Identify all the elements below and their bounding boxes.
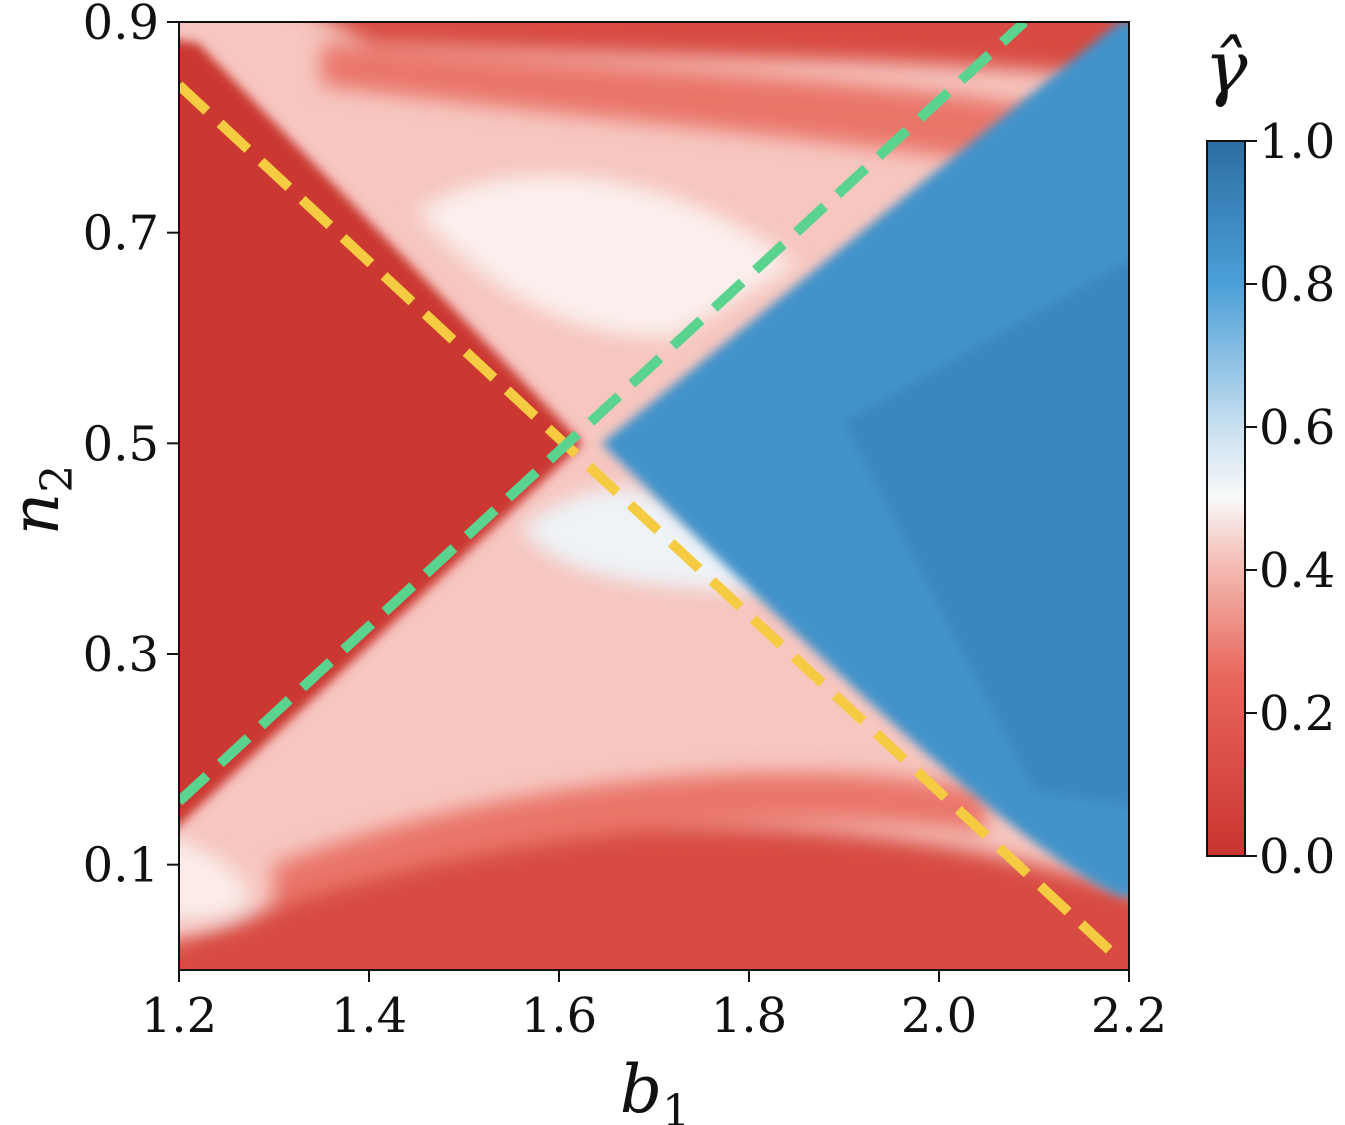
colorbar: 0.0 0.2 0.4 0.6 0.8 1.0 γ̂ — [1204, 25, 1335, 885]
colorbar-gradient — [1207, 141, 1245, 856]
mid-light-wedge — [521, 488, 787, 591]
x-tick-label: 1.2 — [141, 988, 217, 1044]
y-tick-label: 0.9 — [83, 0, 159, 51]
x-axis-label-sub: 1 — [662, 1086, 690, 1125]
x-tick-label: 2.2 — [1091, 988, 1167, 1044]
top-band-mid — [321, 43, 1034, 170]
colorbar-tick-label: 0.2 — [1259, 686, 1335, 742]
right-wedge-group — [601, 22, 1129, 897]
x-axis-label-main: b — [620, 1051, 662, 1125]
y-tick-label: 0.1 — [83, 838, 159, 894]
bottom-band-mid — [274, 772, 987, 907]
x-tick-label: 1.4 — [331, 988, 407, 1044]
y-axis-label: n2 — [0, 465, 83, 536]
plot-frame — [178, 21, 1130, 971]
boundary-line-1 — [179, 22, 1028, 806]
y-tick-label: 0.5 — [83, 416, 159, 472]
x-axis-label: b1 — [620, 1051, 690, 1125]
x-tick-label: 2.0 — [901, 988, 977, 1044]
left-wedge — [179, 40, 583, 826]
plot-area — [179, 22, 1129, 970]
x-tick-label: 1.6 — [521, 988, 597, 1044]
colorbar-ticks: 0.0 0.2 0.4 0.6 0.8 1.0 — [1245, 114, 1335, 885]
y-axis-label-sub: 2 — [32, 465, 83, 493]
colorbar-tick-label: 0.0 — [1259, 829, 1335, 885]
colorbar-tick-label: 0.6 — [1259, 400, 1335, 456]
x-axis-ticks: 1.2 1.4 1.6 1.8 2.0 2.2 — [141, 970, 1167, 1044]
y-axis-label-main: n — [0, 493, 74, 536]
outer-bands — [179, 22, 1129, 970]
colorbar-tick-label: 1.0 — [1259, 114, 1335, 170]
bottom-left-light — [179, 840, 247, 920]
left-wedge-group — [179, 40, 583, 826]
top-center-light — [416, 175, 797, 338]
y-axis-ticks: 0.1 0.3 0.5 0.7 0.9 — [83, 0, 179, 894]
top-band-dark — [330, 22, 1129, 80]
boundary-line-0 — [179, 81, 1123, 964]
boundary-lines — [179, 22, 1123, 964]
heatmap-regions — [179, 22, 1129, 970]
y-tick-label: 0.7 — [83, 206, 159, 262]
colorbar-tick-label: 0.8 — [1259, 257, 1335, 313]
colorbar-label: γ̂ — [1204, 25, 1248, 109]
y-tick-label: 0.3 — [83, 627, 159, 683]
x-tick-label: 1.8 — [711, 988, 787, 1044]
colorbar-frame — [1206, 140, 1246, 857]
colorbar-tick-label: 0.4 — [1259, 543, 1335, 599]
right-wedge-inner — [844, 259, 1129, 805]
